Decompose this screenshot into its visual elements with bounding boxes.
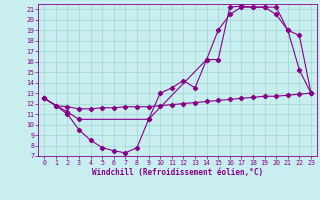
X-axis label: Windchill (Refroidissement éolien,°C): Windchill (Refroidissement éolien,°C) xyxy=(92,168,263,177)
